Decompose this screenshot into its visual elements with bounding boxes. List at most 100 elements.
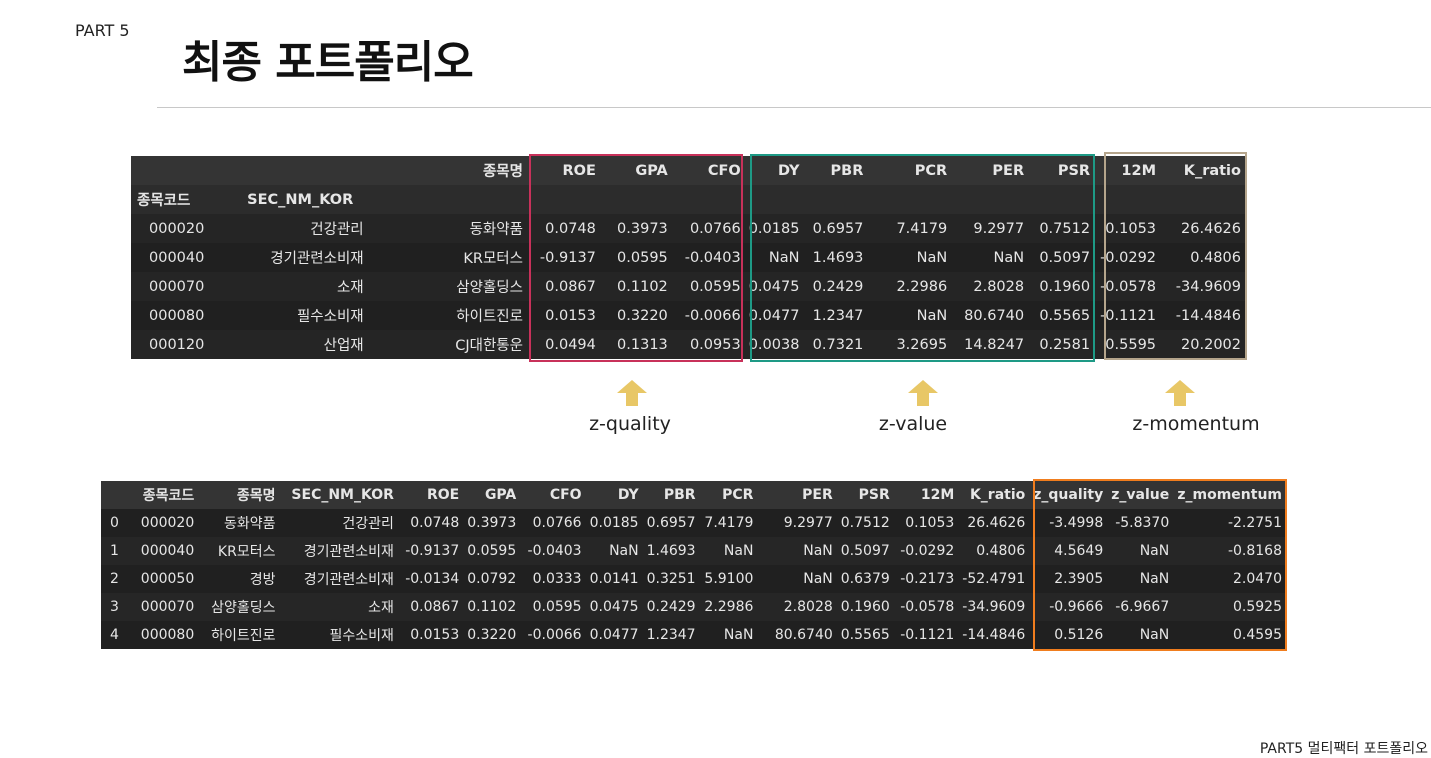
value-cell: 0.1102 xyxy=(467,599,517,615)
value-cell: 0.4806 xyxy=(976,543,1026,559)
value-cell: 9.2977 xyxy=(973,220,1025,237)
value-cell: NaN xyxy=(803,543,833,559)
value-cell: 0.2581 xyxy=(1039,336,1091,353)
value-cell: -0.0292 xyxy=(1100,249,1157,266)
value-cell: 000070 xyxy=(140,599,195,615)
sector-cell: 소재 xyxy=(336,280,364,296)
value-cell: 1.2347 xyxy=(812,307,864,324)
value-cell: 경기관련소비재 xyxy=(303,544,394,560)
value-cell: 0.0595 xyxy=(689,278,741,295)
value-cell: 0.0153 xyxy=(545,307,596,324)
value-cell: -0.0578 xyxy=(900,599,955,615)
value-cell: 0.1102 xyxy=(617,278,668,295)
value-cell: 0.3251 xyxy=(646,571,696,587)
value-cell: 0.6379 xyxy=(840,571,890,587)
value-cell: 20.2002 xyxy=(1181,336,1241,353)
bottom-dataframe: 종목코드 종목명 SEC_NM_KOR ROE GPA CFO DY PBR P… xyxy=(101,481,1286,649)
top-col-gpa: GPA xyxy=(635,162,668,179)
value-cell: 0.5565 xyxy=(1039,307,1091,324)
z-quality-label: z-quality xyxy=(589,413,671,435)
value-cell: 0.0748 xyxy=(545,220,596,237)
value-cell: 0.0953 xyxy=(689,336,741,353)
table-row: 000040 경기관련소비재 KR모터스 -0.9137 0.0595 -0.0403 Na… xyxy=(131,243,1245,272)
value-cell: 26.4626 xyxy=(1181,220,1241,237)
value-cell: 7.4179 xyxy=(704,515,754,531)
value-cell: 000080 xyxy=(140,627,195,643)
up-arrow-icon xyxy=(908,380,938,406)
value-cell: 0.7512 xyxy=(840,515,890,531)
row-index-cell: 2 xyxy=(110,571,119,587)
value-cell: NaN xyxy=(803,571,833,587)
table-row: 2 000050 경방 경기관련소비재 -0.0134 0.0792 0.0333 0.014… xyxy=(101,565,1286,593)
value-cell: -0.9137 xyxy=(539,249,596,266)
bottom-col-gpa: GPA xyxy=(484,487,517,503)
bottom-col-pcr: PCR xyxy=(722,487,754,503)
bottom-col-code: 종목코드 xyxy=(142,488,195,504)
stock-code-cell: 000120 xyxy=(149,336,205,353)
value-cell: 0.0475 xyxy=(589,599,639,615)
value-cell: NaN xyxy=(1139,627,1170,643)
stock-name-cell: KR모터스 xyxy=(463,251,523,267)
value-cell: 4.5649 xyxy=(1054,543,1104,559)
part-label: PART 5 xyxy=(75,21,130,40)
value-cell: 26.4626 xyxy=(967,515,1026,531)
table-row: 000080 필수소비재 하이트진로 0.0153 0.3220 -0.0066 0.047… xyxy=(131,301,1245,330)
value-cell: NaN xyxy=(723,627,754,643)
sector-cell: 산업재 xyxy=(323,338,364,354)
value-cell: -0.8168 xyxy=(1227,543,1282,559)
value-cell: -0.9137 xyxy=(405,543,460,559)
row-index-cell: 1 xyxy=(110,543,119,559)
value-cell: 0.0494 xyxy=(545,336,596,353)
stock-name-cell: 삼양홀딩스 xyxy=(456,280,523,296)
table-row: 4 000080 하이트진로 필수소비재 0.0153 0.3220 -0.0066 0.04… xyxy=(101,621,1286,649)
top-col-cfo: CFO xyxy=(707,162,741,179)
value-cell: 0.0038 xyxy=(748,336,800,353)
stock-code-cell: 000080 xyxy=(149,307,205,324)
value-cell: 0.1053 xyxy=(1105,220,1157,237)
value-cell: 0.0141 xyxy=(589,571,639,587)
value-cell: 1.4693 xyxy=(812,249,864,266)
value-cell: NaN xyxy=(609,543,639,559)
bottom-col-kratio: K_ratio xyxy=(969,487,1026,503)
table-row: 0 000020 동화약품 건강관리 0.0748 0.3973 0.0766 0.0185 0… xyxy=(101,509,1286,537)
value-cell: 0.2429 xyxy=(646,599,696,615)
value-cell: 0.1960 xyxy=(1039,278,1091,295)
value-cell: 2.2986 xyxy=(896,278,948,295)
stock-name-cell: 하이트진로 xyxy=(456,309,523,325)
value-cell: -14.4846 xyxy=(962,627,1026,643)
table-row: 000020 건강관리 동화약품 0.0748 0.3973 0.0766 0.0185 0.… xyxy=(131,214,1245,243)
value-cell: -34.9609 xyxy=(962,599,1026,615)
table-row: 000120 산업재 CJ대한통운 0.0494 0.1313 0.0953 0.0038 0… xyxy=(131,330,1245,359)
value-cell: -34.9609 xyxy=(1175,278,1241,295)
value-cell: 80.6740 xyxy=(774,627,833,643)
bottom-col-dy: DY xyxy=(617,487,639,503)
value-cell: NaN xyxy=(1139,543,1170,559)
value-cell: 경방 xyxy=(249,572,276,588)
value-cell: -52.4791 xyxy=(962,571,1026,587)
value-cell: 0.1313 xyxy=(617,336,668,353)
value-cell: 0.0185 xyxy=(589,515,639,531)
value-cell: 5.9100 xyxy=(704,571,754,587)
value-cell: -3.4998 xyxy=(1049,515,1104,531)
value-cell: 0.2429 xyxy=(812,278,864,295)
stock-code-cell: 000070 xyxy=(149,278,205,295)
z-value-label: z-value xyxy=(878,413,948,435)
value-cell: 2.8028 xyxy=(973,278,1025,295)
value-cell: 동화약품 xyxy=(223,516,276,532)
value-cell: -2.2751 xyxy=(1227,515,1282,531)
value-cell: 9.2977 xyxy=(783,515,833,531)
value-cell: 0.5565 xyxy=(840,627,890,643)
value-cell: 80.6740 xyxy=(964,307,1025,324)
value-cell: -0.0066 xyxy=(684,307,741,324)
top-col-kratio: K_ratio xyxy=(1183,162,1241,179)
title-divider xyxy=(157,107,1431,108)
top-col-roe: ROE xyxy=(562,162,596,179)
value-cell: NaN xyxy=(723,543,754,559)
value-cell: 0.0475 xyxy=(748,278,800,295)
z-momentum-label: z-momentum xyxy=(1132,413,1260,435)
value-cell: 0.7321 xyxy=(812,336,864,353)
top-col-12m: 12M xyxy=(1121,162,1157,179)
value-cell: 0.1960 xyxy=(840,599,890,615)
stock-code-cell: 000040 xyxy=(149,249,205,266)
value-cell: 0.0333 xyxy=(532,571,582,587)
